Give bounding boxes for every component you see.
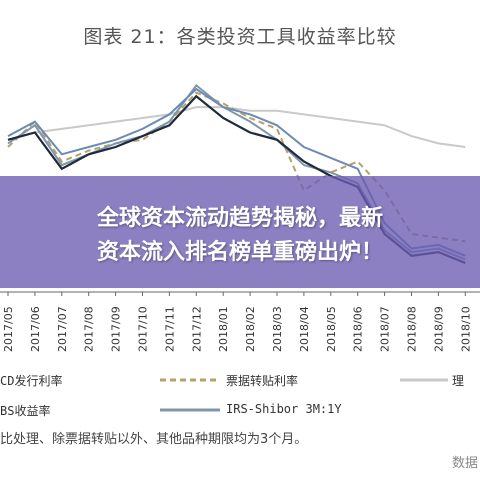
x-tick-label: 2018/02 [244,306,257,352]
headline-line-2: 资本流入排名榜单重磅出炉！ [96,240,383,265]
legend-label-wealth: 理 [452,374,465,388]
x-tick-label: 2018/05 [325,306,338,352]
x-tick-label: 2018/04 [298,306,311,352]
source-watermark: 数据 [452,456,479,471]
x-tick-label: 2017/06 [29,306,42,352]
x-tick-label: 2017/11 [163,306,176,352]
legend-label-cd-rate: CD发行利率 [0,374,63,388]
x-tick-label: 2017/05 [2,306,15,352]
x-tick-label: 2017/12 [190,306,203,352]
headline-banner[interactable]: 全球资本流动趋势揭秘，最新 资本流入排名榜单重磅出炉！ [0,176,480,288]
x-tick-label: 2017/07 [56,306,69,352]
legend-label-bill-rate: 票据转贴利率 [226,374,299,388]
legend-label-bs-yield: BS收益率 [0,404,51,418]
chart-footnote: 比处理、除票据转贴以外、其他品种期限均为3个月。 [0,432,308,447]
x-tick-label: 2018/08 [406,306,419,352]
x-tick-label: 2018/01 [217,306,230,352]
headline-line-1: 全球资本流动趋势揭秘，最新 [96,206,383,231]
x-tick-label: 2018/09 [432,306,445,352]
chart-title: 图表 21：各类投资工具收益率比较 [83,26,397,48]
x-tick-label: 2017/08 [83,306,96,352]
x-tick-label: 2018/03 [271,306,284,352]
x-tick-label: 2017/09 [110,306,123,352]
x-tick-label: 2018/10 [459,306,472,352]
x-tick-label: 2017/10 [137,306,150,352]
series-line-2 [7,106,466,148]
x-tick-label: 2018/07 [379,306,392,352]
legend-label-irs-shibor: IRS-Shibor 3M:1Y [226,402,342,416]
x-tick-label: 2018/06 [352,306,365,352]
